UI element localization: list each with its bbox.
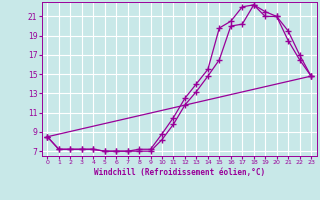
X-axis label: Windchill (Refroidissement éolien,°C): Windchill (Refroidissement éolien,°C) (94, 168, 265, 177)
